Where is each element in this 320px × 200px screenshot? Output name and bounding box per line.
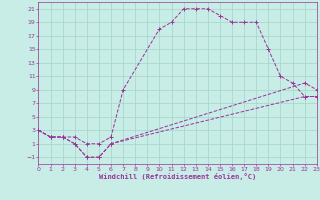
X-axis label: Windchill (Refroidissement éolien,°C): Windchill (Refroidissement éolien,°C): [99, 173, 256, 180]
